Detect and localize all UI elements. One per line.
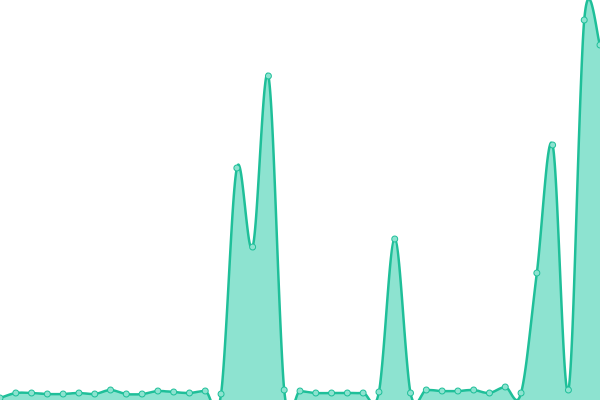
point	[43, 390, 51, 398]
point	[201, 387, 209, 395]
point	[280, 386, 288, 394]
point	[407, 389, 415, 397]
point	[122, 390, 130, 398]
point	[0, 394, 4, 400]
point	[75, 389, 83, 397]
point	[12, 389, 20, 397]
point	[343, 389, 351, 397]
point	[217, 390, 225, 398]
point	[264, 72, 272, 80]
point	[312, 389, 320, 397]
point	[564, 386, 572, 394]
point	[28, 389, 36, 397]
point	[549, 141, 557, 149]
point	[154, 387, 162, 395]
point	[422, 386, 430, 394]
point	[138, 390, 146, 398]
point	[170, 388, 178, 396]
point	[580, 16, 588, 24]
point	[107, 386, 115, 394]
point	[533, 269, 541, 277]
point	[517, 389, 525, 397]
point	[249, 243, 257, 251]
point	[185, 389, 193, 397]
point	[375, 388, 383, 396]
point	[391, 235, 399, 243]
point	[328, 389, 336, 397]
point	[501, 383, 509, 391]
point	[596, 41, 600, 49]
point	[454, 387, 462, 395]
point	[438, 387, 446, 395]
point	[91, 390, 99, 398]
point	[233, 164, 241, 172]
point	[470, 386, 478, 394]
point	[59, 390, 67, 398]
point	[296, 387, 304, 395]
point	[359, 389, 367, 397]
point	[485, 389, 493, 397]
